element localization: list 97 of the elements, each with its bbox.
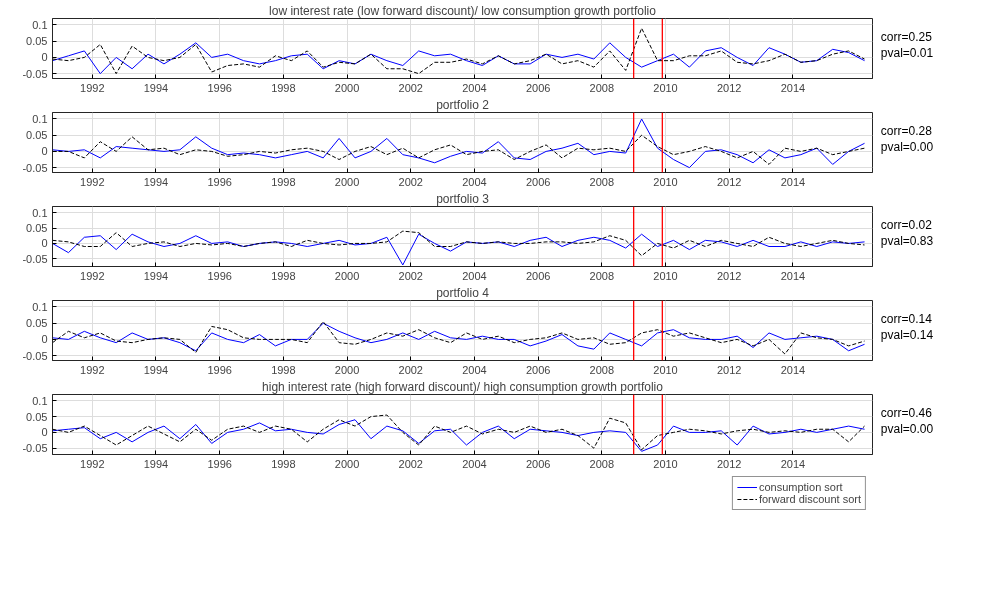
text: corr=0.46 <box>880 405 933 420</box>
x-tick-label: 1994 <box>143 363 169 376</box>
x-tick-label: 1998 <box>271 175 296 188</box>
y-tick-label: 0.05 <box>26 35 48 48</box>
x-tick-label: 2006 <box>525 81 551 94</box>
y-tick-label: 0 <box>41 145 48 158</box>
text: corr=0.14 <box>880 311 933 326</box>
x-tick-label: 1996 <box>207 363 232 376</box>
text: pval=0.00 <box>880 422 934 437</box>
x-tick-label: 2014 <box>780 269 806 282</box>
x-tick-label: 1998 <box>271 457 296 470</box>
x-tick-label: 1992 <box>80 175 105 188</box>
x-tick-label: 2000 <box>334 175 360 188</box>
x-tick-label: 2012 <box>716 457 742 470</box>
x-tick-label: 2010 <box>653 457 678 470</box>
x-tick-label: 2010 <box>653 81 678 94</box>
x-tick-label: 1992 <box>80 81 105 94</box>
x-tick-label: 2004 <box>462 363 487 376</box>
y-tick-label: 0 <box>41 237 48 250</box>
x-tick-label: 2008 <box>589 269 615 282</box>
x-tick-label: 2000 <box>334 457 360 470</box>
chart-title: low interest rate (low forward discount)/ low consumption growth portfolio <box>269 3 657 18</box>
y-tick-label: 0.1 <box>32 206 48 219</box>
x-tick-label: 2000 <box>334 81 360 94</box>
x-tick-label: 2004 <box>462 175 487 188</box>
x-tick-label: 1996 <box>207 457 232 470</box>
y-tick-label: 0.1 <box>32 112 48 125</box>
x-tick-label: 1998 <box>271 363 296 376</box>
x-tick-label: 1992 <box>80 363 105 376</box>
y-tick-label: 0 <box>41 426 48 439</box>
x-tick-label: 1996 <box>207 175 232 188</box>
x-tick-label: 2008 <box>589 175 615 188</box>
x-tick-label: 1996 <box>207 81 232 94</box>
x-tick-label: 2012 <box>716 269 742 282</box>
x-tick-label: 2004 <box>462 269 487 282</box>
y-tick-label: -0.05 <box>22 67 48 80</box>
x-tick-label: 2010 <box>653 363 678 376</box>
x-tick-label: 2008 <box>589 457 615 470</box>
x-tick-label: 2006 <box>525 363 551 376</box>
x-tick-label: 2006 <box>525 457 551 470</box>
x-tick-label: 2012 <box>716 81 742 94</box>
x-tick-label: 2002 <box>398 81 423 94</box>
x-tick-label: 2012 <box>716 175 742 188</box>
y-tick-label: 0.1 <box>32 394 48 407</box>
x-tick-label: 1994 <box>143 175 169 188</box>
y-tick-label: 0.1 <box>32 18 48 31</box>
x-tick-label: 2002 <box>398 457 423 470</box>
x-tick-label: 2004 <box>462 81 487 94</box>
y-tick-label: -0.05 <box>22 252 48 265</box>
y-tick-label: -0.05 <box>22 349 48 362</box>
text: pval=0.00 <box>880 140 934 155</box>
text: pval=0.14 <box>880 328 934 343</box>
x-tick-label: 1998 <box>271 269 296 282</box>
chart-title: portfolio 4 <box>436 285 490 300</box>
x-tick-label: 2014 <box>780 363 806 376</box>
text: corr=0.02 <box>880 217 933 232</box>
chart-title: portfolio 2 <box>436 97 490 112</box>
x-tick-label: 2008 <box>589 81 615 94</box>
x-tick-label: 2008 <box>589 363 615 376</box>
x-tick-label: 2000 <box>334 363 360 376</box>
y-tick-label: 0.05 <box>26 317 48 330</box>
x-tick-label: 1992 <box>80 269 105 282</box>
text: pval=0.01 <box>880 46 934 61</box>
x-tick-label: 2012 <box>716 363 742 376</box>
y-tick-label: 0 <box>41 333 48 346</box>
x-tick-label: 1996 <box>207 269 232 282</box>
legend-label: consumption sort <box>758 481 843 493</box>
x-tick-label: 2006 <box>525 175 551 188</box>
x-tick-label: 1998 <box>271 81 296 94</box>
y-tick-label: 0.05 <box>26 410 48 423</box>
text: corr=0.25 <box>880 29 933 44</box>
y-tick-label: -0.05 <box>22 442 48 455</box>
x-tick-label: 2002 <box>398 363 423 376</box>
y-tick-label: -0.05 <box>22 161 48 174</box>
x-tick-label: 2014 <box>780 175 806 188</box>
text: corr=0.28 <box>880 123 933 138</box>
x-tick-label: 1994 <box>143 269 169 282</box>
y-tick-label: 0.1 <box>32 300 48 313</box>
x-tick-label: 2010 <box>653 175 678 188</box>
x-tick-label: 2004 <box>462 457 487 470</box>
x-tick-label: 2002 <box>398 175 423 188</box>
chart-title: high interest rate (high forward discount)/ high consumption growth portfolio <box>262 379 664 394</box>
y-tick-label: 0 <box>41 51 48 64</box>
x-tick-label: 1992 <box>80 457 105 470</box>
x-tick-label: 2000 <box>334 269 360 282</box>
y-tick-label: 0.05 <box>26 222 48 235</box>
x-tick-label: 2002 <box>398 269 423 282</box>
x-tick-label: 2014 <box>780 81 806 94</box>
text: pval=0.83 <box>880 234 934 249</box>
x-tick-label: 1994 <box>143 457 169 470</box>
x-tick-label: 1994 <box>143 81 169 94</box>
legend-label: forward discount sort <box>758 493 861 505</box>
x-tick-label: 2006 <box>525 269 551 282</box>
chart-title: portfolio 3 <box>436 191 490 206</box>
x-tick-label: 2014 <box>780 457 806 470</box>
y-tick-label: 0.05 <box>26 129 48 142</box>
x-tick-label: 2010 <box>653 269 678 282</box>
